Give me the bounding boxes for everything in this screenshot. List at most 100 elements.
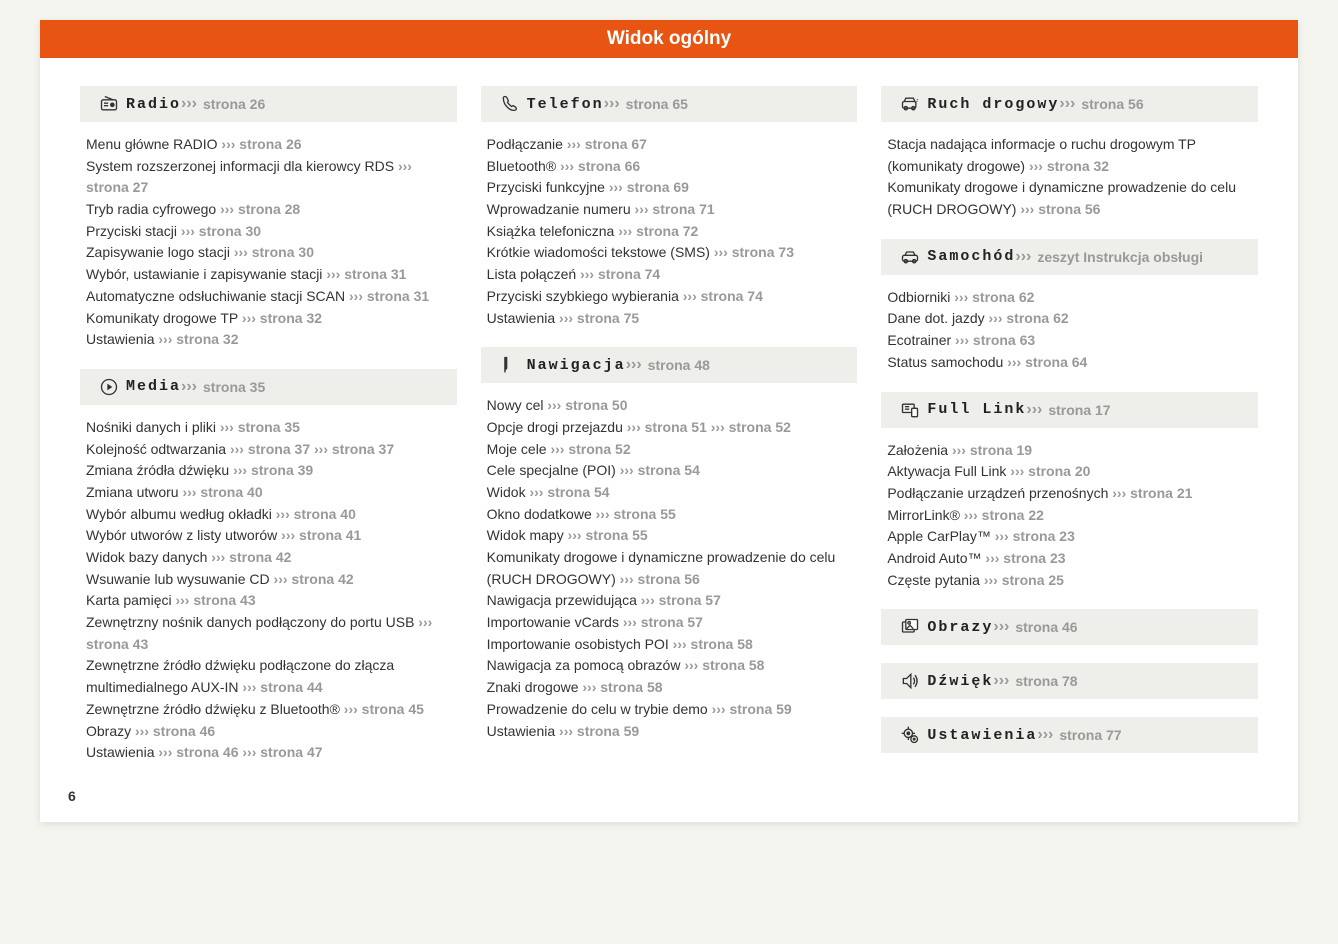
toc-item[interactable]: Menu główne RADIO ››› strona 26 bbox=[86, 134, 451, 156]
page-link[interactable]: ››› strona 41 bbox=[281, 527, 361, 543]
toc-item[interactable]: Obrazy ››› strona 46 bbox=[86, 721, 451, 743]
toc-item[interactable]: Wprowadzanie numeru ››› strona 71 bbox=[487, 199, 852, 221]
toc-item[interactable]: Komunikaty drogowe i dynamiczne prowadze… bbox=[487, 547, 852, 590]
page-link[interactable]: ››› strona 45 bbox=[344, 701, 424, 717]
page-link[interactable]: ››› strona 51 bbox=[627, 419, 707, 435]
page-link[interactable]: ››› strona 30 bbox=[234, 244, 314, 260]
page-link[interactable]: ››› strona 55 bbox=[596, 506, 676, 522]
page-link[interactable]: ››› strona 62 bbox=[954, 289, 1034, 305]
page-link[interactable]: ››› strona 46 bbox=[158, 744, 238, 760]
page-link[interactable]: ››› strona 52 bbox=[711, 419, 791, 435]
toc-item[interactable]: Tryb radia cyfrowego ››› strona 28 bbox=[86, 199, 451, 221]
section-page-link[interactable]: strona 78 bbox=[1015, 673, 1077, 689]
toc-item[interactable]: Wybór, ustawianie i zapisywanie stacji ›… bbox=[86, 264, 451, 286]
section-header[interactable]: Obrazy ››› strona 46 bbox=[881, 609, 1258, 645]
page-link[interactable]: ››› strona 43 bbox=[175, 592, 255, 608]
page-link[interactable]: ››› strona 37 bbox=[230, 441, 310, 457]
section-header[interactable]: Radio ››› strona 26 bbox=[80, 86, 457, 122]
toc-item[interactable]: Okno dodatkowe ››› strona 55 bbox=[487, 504, 852, 526]
page-link[interactable]: ››› strona 54 bbox=[529, 484, 609, 500]
toc-item[interactable]: Karta pamięci ››› strona 43 bbox=[86, 590, 451, 612]
toc-item[interactable]: Komunikaty drogowe TP ››› strona 32 bbox=[86, 308, 451, 330]
toc-item[interactable]: Ustawienia ››› strona 46 ››› strona 47 bbox=[86, 742, 451, 764]
page-link[interactable]: ››› strona 59 bbox=[559, 723, 639, 739]
page-link[interactable]: ››› strona 21 bbox=[1112, 485, 1192, 501]
page-link[interactable]: ››› strona 57 bbox=[641, 592, 721, 608]
toc-item[interactable]: Ustawienia ››› strona 59 bbox=[487, 721, 852, 743]
toc-item[interactable]: Zmiana utworu ››› strona 40 bbox=[86, 482, 451, 504]
toc-item[interactable]: Cele specjalne (POI) ››› strona 54 bbox=[487, 460, 852, 482]
page-link[interactable]: ››› strona 64 bbox=[1007, 354, 1087, 370]
toc-item[interactable]: Nawigacja za pomocą obrazów ››› strona 5… bbox=[487, 655, 852, 677]
page-link[interactable]: ››› strona 58 bbox=[673, 636, 753, 652]
toc-item[interactable]: Książka telefoniczna ››› strona 72 bbox=[487, 221, 852, 243]
page-link[interactable]: ››› strona 66 bbox=[560, 158, 640, 174]
page-link[interactable]: ››› strona 52 bbox=[550, 441, 630, 457]
toc-item[interactable]: Przyciski funkcyjne ››› strona 69 bbox=[487, 177, 852, 199]
toc-item[interactable]: Kolejność odtwarzania ››› strona 37 ››› … bbox=[86, 439, 451, 461]
page-link[interactable]: ››› strona 44 bbox=[242, 679, 322, 695]
page-link[interactable]: ››› strona 56 bbox=[620, 571, 700, 587]
toc-item[interactable]: Status samochodu ››› strona 64 bbox=[887, 352, 1252, 374]
page-link[interactable]: ››› strona 46 bbox=[135, 723, 215, 739]
page-link[interactable]: ››› strona 72 bbox=[618, 223, 698, 239]
section-page-link[interactable]: strona 35 bbox=[203, 379, 265, 395]
page-link[interactable]: ››› strona 74 bbox=[683, 288, 763, 304]
toc-item[interactable]: Widok ››› strona 54 bbox=[487, 482, 852, 504]
section-page-link[interactable]: strona 48 bbox=[648, 357, 710, 373]
page-link[interactable]: ››› strona 40 bbox=[276, 506, 356, 522]
page-link[interactable]: ››› strona 25 bbox=[984, 572, 1064, 588]
toc-item[interactable]: Importowanie vCards ››› strona 57 bbox=[487, 612, 852, 634]
toc-item[interactable]: Ecotrainer ››› strona 63 bbox=[887, 330, 1252, 352]
section-page-link[interactable]: strona 77 bbox=[1059, 727, 1121, 743]
toc-item[interactable]: Wybór albumu według okładki ››› strona 4… bbox=[86, 504, 451, 526]
toc-item[interactable]: Zewnętrzne źródło dźwięku z Bluetooth® ›… bbox=[86, 699, 451, 721]
page-link[interactable]: ››› strona 30 bbox=[181, 223, 261, 239]
section-header[interactable]: Samochód ››› zeszyt Instrukcja obsługi bbox=[881, 239, 1258, 275]
page-link[interactable]: ››› strona 54 bbox=[620, 462, 700, 478]
page-link[interactable]: ››› strona 23 bbox=[995, 528, 1075, 544]
page-link[interactable]: ››› strona 73 bbox=[714, 244, 794, 260]
page-link[interactable]: ››› strona 32 bbox=[242, 310, 322, 326]
page-link[interactable]: ››› strona 26 bbox=[221, 136, 301, 152]
page-link[interactable]: ››› strona 40 bbox=[182, 484, 262, 500]
toc-item[interactable]: Stacja nadająca informacje o ruchu drogo… bbox=[887, 134, 1252, 177]
section-header[interactable]: Ustawienia ››› strona 77 bbox=[881, 717, 1258, 753]
toc-item[interactable]: Założenia ››› strona 19 bbox=[887, 440, 1252, 462]
section-page-link[interactable]: zeszyt Instrukcja obsługi bbox=[1037, 249, 1203, 265]
section-page-link[interactable]: strona 56 bbox=[1081, 96, 1143, 112]
page-link[interactable]: ››› strona 28 bbox=[220, 201, 300, 217]
section-page-link[interactable]: strona 17 bbox=[1048, 402, 1110, 418]
page-link[interactable]: ››› strona 42 bbox=[211, 549, 291, 565]
toc-item[interactable]: Bluetooth® ››› strona 66 bbox=[487, 156, 852, 178]
page-link[interactable]: ››› strona 63 bbox=[955, 332, 1035, 348]
page-link[interactable]: ››› strona 37 bbox=[314, 441, 394, 457]
page-link[interactable]: ››› strona 75 bbox=[559, 310, 639, 326]
page-link[interactable]: ››› strona 67 bbox=[567, 136, 647, 152]
page-link[interactable]: ››› strona 58 bbox=[684, 657, 764, 673]
toc-item[interactable]: Nawigacja przewidująca ››› strona 57 bbox=[487, 590, 852, 612]
page-link[interactable]: ››› strona 50 bbox=[547, 397, 627, 413]
page-link[interactable]: ››› strona 47 bbox=[242, 744, 322, 760]
toc-item[interactable]: Moje cele ››› strona 52 bbox=[487, 439, 852, 461]
section-header[interactable]: Media ››› strona 35 bbox=[80, 369, 457, 405]
page-link[interactable]: ››› strona 57 bbox=[623, 614, 703, 630]
toc-item[interactable]: Opcje drogi przejazdu ››› strona 51 ››› … bbox=[487, 417, 852, 439]
toc-item[interactable]: Zewnętrzne źródło dźwięku podłączone do … bbox=[86, 655, 451, 698]
page-link[interactable]: ››› strona 31 bbox=[349, 288, 429, 304]
page-link[interactable]: ››› strona 71 bbox=[635, 201, 715, 217]
toc-item[interactable]: Odbiorniki ››› strona 62 bbox=[887, 287, 1252, 309]
section-header[interactable]: Ruch drogowy ››› strona 56 bbox=[881, 86, 1258, 122]
page-link[interactable]: ››› strona 23 bbox=[985, 550, 1065, 566]
section-page-link[interactable]: strona 26 bbox=[203, 96, 265, 112]
page-link[interactable]: ››› strona 39 bbox=[233, 462, 313, 478]
toc-item[interactable]: Przyciski stacji ››› strona 30 bbox=[86, 221, 451, 243]
toc-item[interactable]: Lista połączeń ››› strona 74 bbox=[487, 264, 852, 286]
section-header[interactable]: Full Link ››› strona 17 bbox=[881, 392, 1258, 428]
toc-item[interactable]: Automatyczne odsłuchiwanie stacji SCAN ›… bbox=[86, 286, 451, 308]
section-header[interactable]: Nawigacja ››› strona 48 bbox=[481, 347, 858, 383]
toc-item[interactable]: Podłączanie ››› strona 67 bbox=[487, 134, 852, 156]
toc-item[interactable]: MirrorLink® ››› strona 22 bbox=[887, 505, 1252, 527]
page-link[interactable]: ››› strona 20 bbox=[1010, 463, 1090, 479]
toc-item[interactable]: Android Auto™ ››› strona 23 bbox=[887, 548, 1252, 570]
